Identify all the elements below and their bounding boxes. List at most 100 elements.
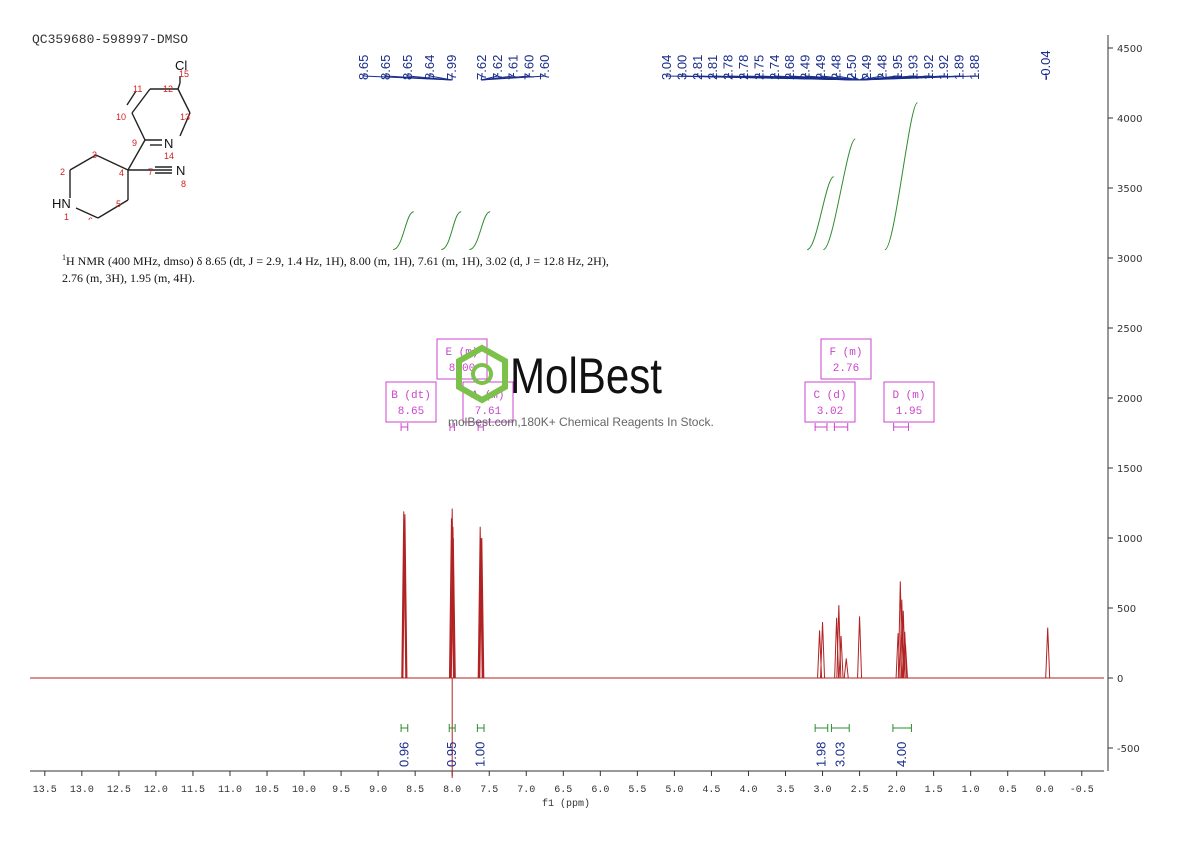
atom-number-3: 3 <box>92 150 97 160</box>
y-tick-label: 4000 <box>1117 114 1142 125</box>
x-tick-label: 13.0 <box>70 785 94 796</box>
multiplet-range <box>477 423 484 431</box>
sample-id: QC359680-598997-DMSO <box>32 32 189 47</box>
x-tick-label: 9.0 <box>369 785 387 796</box>
spectrum-peak <box>895 633 901 679</box>
multiplet-range <box>814 423 828 431</box>
peak-label-leader <box>859 73 976 81</box>
integral-value: 0.95 <box>444 742 459 767</box>
x-tick-label: 11.0 <box>218 785 242 796</box>
peak-label: -0.04 <box>1038 50 1053 80</box>
peak-label: 2.81 <box>690 55 705 80</box>
integral-value: 4.00 <box>894 742 909 767</box>
spectrum-peak <box>478 537 484 679</box>
multiplet-range <box>893 423 909 431</box>
multiplet-range <box>833 423 849 431</box>
y-tick-label: 4500 <box>1117 44 1142 55</box>
spectrum-peak <box>857 616 863 679</box>
x-tick-label: 13.5 <box>33 785 57 796</box>
y-tick-label: 1500 <box>1117 464 1142 475</box>
spectrum-peak <box>902 644 908 679</box>
spectrum-peak <box>836 605 842 679</box>
y-tick-label: 3500 <box>1117 184 1142 195</box>
peak-label: 2.81 <box>705 55 720 80</box>
watermark-brand: MolBest <box>510 348 662 404</box>
peak-label: 8.65 <box>378 55 393 80</box>
multiplet-box <box>804 381 856 423</box>
y-tick-label: 3000 <box>1117 254 1142 265</box>
x-tick-label: 10.0 <box>292 785 316 796</box>
watermark-tagline: molBest.com,180K+ Chemical Reagents In S… <box>448 415 714 429</box>
x-tick-label: 8.5 <box>406 785 424 796</box>
y-tick-label: 0 <box>1117 674 1123 685</box>
multiplet-name: F (m) <box>829 347 862 359</box>
nmr-description: 1H NMR (400 MHz, dmso) δ 8.65 (dt, J = 2… <box>62 249 622 287</box>
x-tick-label: 0.0 <box>1036 785 1054 796</box>
spectrum-peak <box>448 518 454 679</box>
multiplet-name: D (m) <box>892 390 925 402</box>
x-tick-label: 7.0 <box>517 785 535 796</box>
multiplet-range <box>449 423 455 431</box>
spectrum-peak <box>820 621 826 679</box>
peak-label: 1.89 <box>952 55 967 80</box>
spectrum-peak <box>838 635 844 679</box>
x-tick-label: 12.0 <box>144 785 168 796</box>
integral-value: 1.00 <box>473 742 488 767</box>
spectrum-peak <box>402 514 408 679</box>
integral-bracket <box>448 724 456 732</box>
x-tick-label: 1.5 <box>925 785 943 796</box>
peak-label: 2.78 <box>721 55 736 80</box>
integral-curve <box>469 211 491 251</box>
spectrum-peak <box>450 537 456 679</box>
y-tick-label: 2000 <box>1117 394 1142 405</box>
peak-label-leader <box>481 73 546 81</box>
atom-cl: Cl <box>175 58 187 73</box>
peak-label-leader <box>429 73 453 81</box>
molecule-structure: Cl N N HN 1 2 3 4 5 6 7 8 9 10 11 12 13 … <box>52 58 191 220</box>
x-tick-label: 4.0 <box>739 785 757 796</box>
atom-number-10: 10 <box>116 112 126 122</box>
peak-label: 7.62 <box>490 55 505 80</box>
peak-label: 8.65 <box>400 55 415 80</box>
integral-value: 1.98 <box>813 742 828 767</box>
atom-nh: HN <box>52 196 71 211</box>
peak-label: 2.74 <box>767 55 782 80</box>
peak-label: 7.60 <box>521 55 536 80</box>
x-tick-label: 12.5 <box>107 785 131 796</box>
multiplet-name: B (dt) <box>391 390 431 402</box>
peak-label-leader <box>835 73 860 81</box>
peak-label: 7.61 <box>506 55 521 80</box>
nmr-description-text: H NMR (400 MHz, dmso) δ 8.65 (dt, J = 2.… <box>62 254 609 285</box>
spectrum-peak <box>449 508 455 679</box>
atom-number-6: 6 <box>88 216 93 220</box>
peak-label-leader <box>480 73 483 81</box>
x-tick-label: 6.5 <box>554 785 572 796</box>
peak-label: 2.49 <box>859 55 874 80</box>
integral-value: 3.03 <box>832 742 847 767</box>
spectrum-peak <box>479 537 485 679</box>
peak-label: 7.99 <box>444 55 459 80</box>
integral-curve <box>822 138 856 251</box>
peak-label: 2.49 <box>798 55 813 80</box>
multiplet-range <box>400 423 409 431</box>
x-tick-label: 3.0 <box>814 785 832 796</box>
atom-number-12: 12 <box>163 84 173 94</box>
multiplet-box <box>385 381 437 423</box>
integral-value: 0.96 <box>396 742 411 767</box>
peak-label: 1.95 <box>890 55 905 80</box>
spectrum-peak <box>899 599 905 679</box>
x-tick-label: 10.5 <box>255 785 279 796</box>
peak-label: 2.50 <box>844 55 859 80</box>
peak-label: 1.92 <box>921 55 936 80</box>
peak-label-leader <box>805 73 860 81</box>
x-tick-label: 2.0 <box>888 785 906 796</box>
multiplet-value: 3.02 <box>817 406 843 418</box>
x-tick-label: 2.5 <box>851 785 869 796</box>
x-tick-label: 3.5 <box>776 785 794 796</box>
integral-bracket <box>400 724 409 732</box>
multiplet-value: 7.61 <box>475 406 502 418</box>
integral-bracket <box>830 724 850 732</box>
atom-n-pyridine: N <box>164 136 173 151</box>
peak-label: 2.68 <box>782 55 797 80</box>
